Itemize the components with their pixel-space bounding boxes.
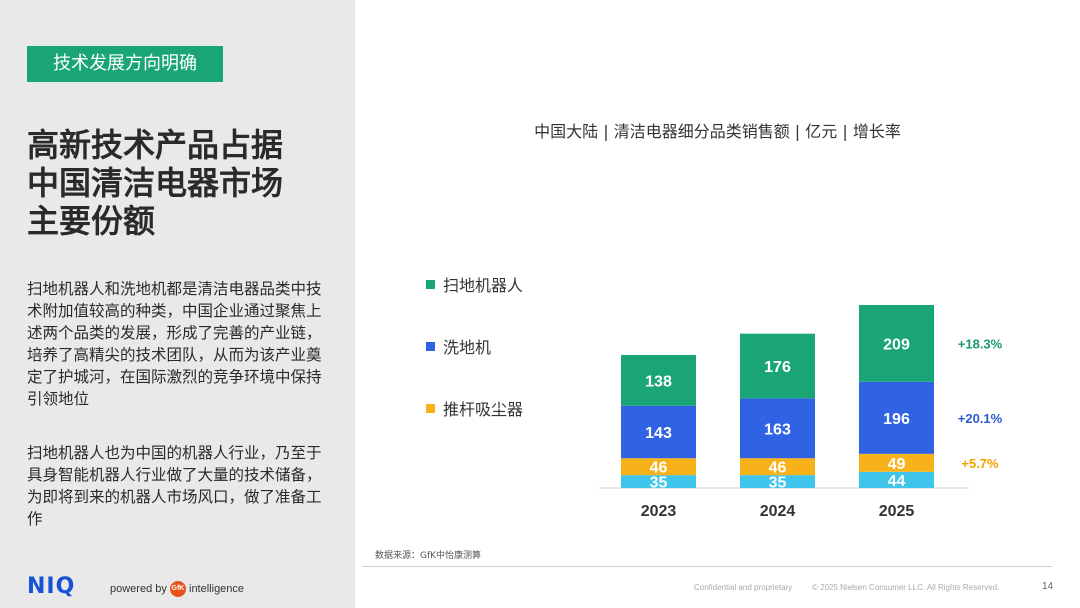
- data-label-2024-series-0: 35: [769, 475, 787, 492]
- data-label-2025-series-0: 44: [888, 473, 906, 490]
- chart-panel: 中国大陆 | 清洁电器细分品类销售额 | 亿元 | 增长率: [355, 0, 1080, 608]
- headline-line-3: 主要份额: [27, 202, 156, 240]
- bar-2025-series-1: [859, 453, 934, 472]
- bar-2025-series-3: [859, 304, 934, 382]
- x-tick-label-2024: 2024: [760, 503, 796, 520]
- legend-item-stick-vacuum: 推杆吸尘器: [426, 396, 523, 420]
- data-label-2023-series-2: 143: [645, 425, 672, 442]
- footer-confidential: Confidential and proprietary: [694, 583, 793, 592]
- bar-2024-series-0: [740, 475, 815, 488]
- intelligence-text: intelligence: [189, 582, 245, 595]
- bar-2023-series-1: [621, 458, 696, 476]
- stacked-bar-chart: 3546143138202335461631762024444919620920…: [599, 304, 1003, 520]
- bar-2024-series-1: [740, 458, 815, 476]
- legend-label-stick-vacuum: 推杆吸尘器: [443, 400, 524, 419]
- chart-title: 中国大陆 | 清洁电器细分品类销售额 | 亿元 | 增长率: [534, 122, 901, 141]
- bar-2023-series-0: [621, 475, 696, 488]
- data-label-2025-series-1: 49: [888, 456, 906, 473]
- gfk-logo-icon: GfK: [169, 581, 186, 597]
- niq-logo: NIQ: [27, 574, 76, 599]
- legend-swatch-floor-washer: [426, 341, 435, 351]
- paragraph-1: 扫地机器人和洗地机都是清洁电器品类中技术附加值较高的种类，中国企业通过聚焦上述两…: [27, 280, 322, 408]
- data-label-2023-series-1: 46: [650, 460, 668, 477]
- data-label-2024-series-3: 176: [764, 359, 791, 376]
- bar-2024-series-2: [740, 398, 815, 459]
- growth-label-series-1: +5.7%: [961, 456, 999, 471]
- powered-by-text: powered by: [110, 582, 167, 595]
- legend-swatch-stick-vacuum: [426, 403, 435, 413]
- data-label-2024-series-2: 163: [764, 421, 791, 438]
- data-label-2023-series-0: 35: [650, 475, 668, 492]
- legend-label-robot: 扫地机器人: [443, 276, 524, 295]
- legend-swatch-robot: [426, 279, 435, 289]
- headline-line-1: 高新技术产品占据: [27, 126, 284, 164]
- headline-line-2: 中国清洁电器市场: [27, 164, 284, 202]
- data-label-2025-series-2: 196: [883, 411, 910, 428]
- footer-copyright: © 2025 Nielsen Consumer LLC. All Rights …: [812, 583, 1000, 592]
- left-panel: 技术发展方向明确 高新技术产品占据 中国清洁电器市场 主要份额 扫地机器人和洗地…: [0, 0, 355, 608]
- page-number: 14: [1042, 581, 1054, 592]
- bar-2025-series-2: [859, 381, 934, 454]
- data-label-2024-series-1: 46: [769, 460, 787, 477]
- bar-2024-series-3: [740, 333, 815, 399]
- headline: 高新技术产品占据 中国清洁电器市场 主要份额: [27, 126, 347, 240]
- legend-item-floor-washer: 洗地机: [426, 334, 491, 358]
- section-tag: 技术发展方向明确: [27, 46, 223, 82]
- x-tick-label-2025: 2025: [879, 503, 915, 520]
- data-source: 数据来源：GfK中怡康测算: [375, 551, 482, 561]
- legend-label-floor-washer: 洗地机: [443, 338, 492, 357]
- powered-by: powered by GfK intelligence: [110, 581, 244, 597]
- legend-item-robot: 扫地机器人: [426, 272, 523, 296]
- data-label-2025-series-3: 209: [883, 336, 910, 353]
- bar-2023-series-2: [621, 405, 696, 459]
- growth-label-series-3: +18.3%: [958, 336, 1003, 351]
- paragraph-2: 扫地机器人也为中国的机器人行业，乃至于具身智能机器人行业做了大量的技术储备，为即…: [27, 444, 322, 528]
- data-label-2023-series-3: 138: [645, 373, 672, 390]
- bar-2025-series-0: [859, 471, 934, 488]
- footer-divider: [362, 566, 1052, 567]
- growth-label-series-2: +20.1%: [958, 411, 1003, 426]
- x-tick-label-2023: 2023: [641, 503, 677, 520]
- bar-2023-series-3: [621, 354, 696, 406]
